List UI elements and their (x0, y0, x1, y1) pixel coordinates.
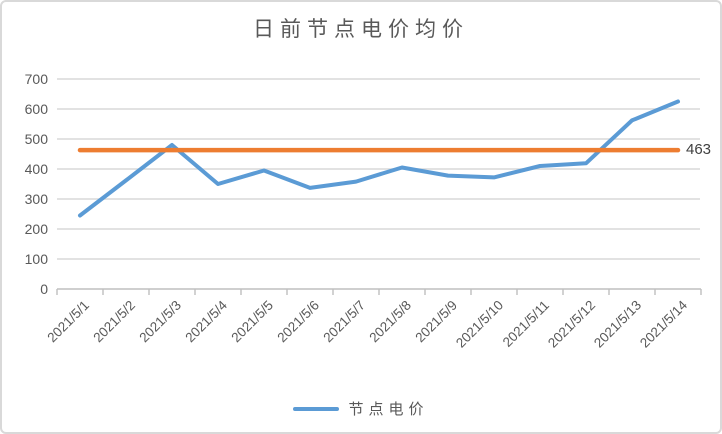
x-axis-tick-label: 2021/5/1 (44, 298, 92, 346)
x-axis-tick-label: 2021/5/3 (136, 298, 184, 346)
reference-line-value-label: 463 (686, 141, 712, 158)
x-axis-tick-label: 2021/5/5 (228, 298, 276, 346)
y-axis-tick-label: 0 (40, 281, 48, 297)
y-axis-tick-label: 700 (25, 71, 49, 87)
x-axis-tick-label: 2021/5/4 (182, 297, 230, 345)
x-axis-tick-label: 2021/5/7 (320, 298, 368, 346)
x-axis-tick-label: 2021/5/9 (412, 298, 460, 346)
y-axis-tick-label: 600 (25, 101, 49, 117)
x-axis-tick-label: 2021/5/11 (500, 298, 552, 350)
y-axis-tick-label: 300 (25, 191, 49, 207)
y-axis-tick-label: 400 (25, 161, 49, 177)
y-axis-tick-label: 500 (25, 131, 49, 147)
legend-label: 节点电价 (348, 401, 429, 418)
x-axis-tick-label: 2021/5/13 (591, 298, 644, 351)
x-axis-tick-label: 2021/5/14 (637, 297, 690, 350)
x-axis-tick-label: 2021/5/8 (366, 298, 414, 346)
y-axis-tick-label: 200 (25, 221, 49, 237)
legend-line-swatch (293, 406, 340, 411)
x-axis-tick-label: 2021/5/6 (274, 298, 322, 346)
chart-title: 日前节点电价均价 (253, 18, 469, 41)
x-axis-tick-label: 2021/5/10 (453, 298, 506, 351)
x-axis-tick-label: 2021/5/2 (90, 298, 138, 346)
y-axis-tick-label: 100 (25, 251, 49, 267)
legend: 节点电价 (2, 398, 720, 419)
x-axis-tick-label: 2021/5/12 (545, 298, 598, 351)
